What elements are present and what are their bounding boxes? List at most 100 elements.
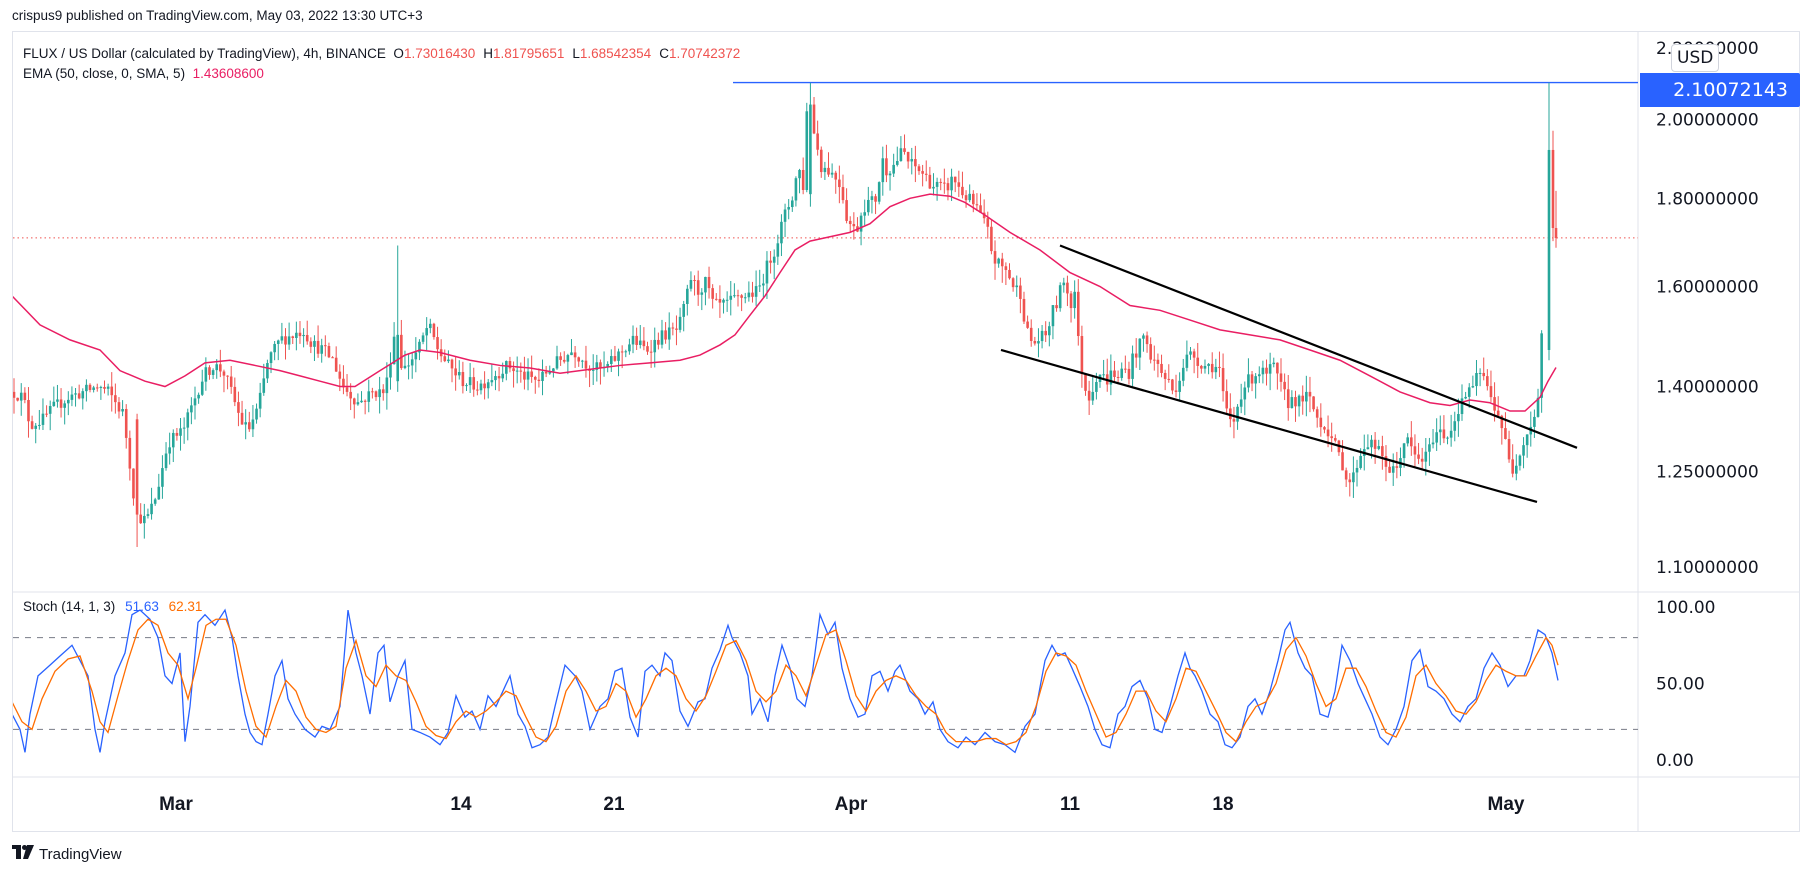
candle bbox=[1272, 362, 1276, 365]
candle bbox=[1261, 367, 1265, 375]
candle bbox=[946, 183, 950, 191]
candle bbox=[244, 422, 247, 425]
candle bbox=[1290, 397, 1294, 409]
time-axis-label: 14 bbox=[450, 794, 472, 815]
stoch-k-line[interactable] bbox=[13, 608, 1559, 754]
candle bbox=[396, 334, 400, 382]
candle bbox=[1051, 305, 1055, 327]
lower-trendline[interactable] bbox=[1000, 348, 1538, 504]
candle bbox=[1467, 387, 1471, 397]
candle bbox=[190, 405, 193, 413]
currency-badge[interactable]: USD bbox=[1671, 44, 1720, 72]
candle bbox=[117, 402, 121, 412]
candle bbox=[490, 380, 494, 383]
candle bbox=[465, 385, 468, 387]
stoch-d-line[interactable] bbox=[13, 618, 1559, 746]
candle bbox=[128, 437, 132, 469]
candle bbox=[334, 357, 338, 372]
candle bbox=[595, 362, 599, 370]
candle bbox=[519, 370, 523, 372]
candle bbox=[1522, 445, 1525, 456]
candle bbox=[935, 181, 939, 187]
candle bbox=[1417, 454, 1420, 459]
candle bbox=[678, 316, 682, 330]
candle bbox=[1178, 380, 1181, 392]
candle bbox=[1471, 386, 1475, 388]
low-value: 1.68542354 bbox=[579, 46, 652, 61]
candle bbox=[1279, 373, 1283, 382]
candle bbox=[164, 453, 168, 469]
open-label: O bbox=[393, 46, 404, 61]
candle bbox=[1156, 359, 1160, 364]
candle bbox=[733, 295, 736, 297]
candle bbox=[421, 335, 425, 342]
candle bbox=[696, 280, 700, 295]
candle bbox=[30, 421, 34, 429]
candle bbox=[932, 186, 935, 189]
candle bbox=[410, 359, 414, 366]
candle bbox=[316, 340, 320, 354]
candle bbox=[48, 406, 52, 414]
candle bbox=[313, 340, 316, 347]
price-axis-label: 1.40000000 bbox=[1656, 378, 1759, 398]
stoch-axis-label: 100.00 bbox=[1656, 598, 1715, 618]
ema-line[interactable] bbox=[13, 193, 1557, 412]
candle bbox=[1460, 398, 1464, 415]
candle bbox=[92, 387, 95, 390]
candle bbox=[1536, 397, 1540, 417]
candle bbox=[429, 323, 432, 329]
candle bbox=[1500, 415, 1504, 429]
candle bbox=[573, 352, 577, 358]
tradingview-logo[interactable]: TradingView bbox=[12, 845, 122, 864]
candle bbox=[1232, 419, 1236, 422]
candle bbox=[407, 365, 410, 367]
candle bbox=[838, 179, 841, 188]
candle bbox=[1294, 397, 1297, 407]
candle bbox=[921, 171, 924, 174]
candle bbox=[497, 376, 501, 379]
candle bbox=[859, 215, 863, 232]
candle bbox=[157, 486, 161, 500]
candle bbox=[1453, 421, 1457, 431]
candle bbox=[1449, 430, 1453, 438]
candle bbox=[19, 392, 23, 401]
candle bbox=[106, 386, 110, 389]
candle bbox=[972, 193, 975, 205]
candle bbox=[714, 298, 718, 300]
stoch-label[interactable]: Stoch (14, 1, 3) bbox=[23, 599, 116, 614]
candle bbox=[1116, 376, 1120, 378]
candle bbox=[689, 280, 693, 289]
candle bbox=[1431, 442, 1435, 445]
symbol-title[interactable]: FLUX / US Dollar (calculated by TradingV… bbox=[23, 46, 386, 61]
stoch-k-value: 51.63 bbox=[125, 599, 159, 614]
upper-trendline[interactable] bbox=[1059, 244, 1578, 449]
candle bbox=[1341, 452, 1344, 471]
candle bbox=[975, 204, 979, 206]
candle bbox=[570, 352, 573, 356]
candle bbox=[877, 182, 881, 202]
candle bbox=[606, 363, 609, 367]
candle bbox=[378, 389, 381, 398]
candle bbox=[1330, 436, 1333, 439]
candle bbox=[168, 447, 171, 454]
candle bbox=[892, 164, 895, 174]
candle bbox=[533, 376, 537, 380]
candle bbox=[161, 468, 164, 487]
candle bbox=[1482, 372, 1486, 377]
candle bbox=[45, 413, 48, 415]
candle bbox=[743, 297, 747, 299]
time-axis-label: May bbox=[1488, 794, 1525, 815]
candle bbox=[85, 384, 88, 392]
ema-label[interactable]: EMA (50, close, 0, SMA, 5) bbox=[23, 66, 186, 81]
candle bbox=[1044, 330, 1047, 336]
candle bbox=[1163, 372, 1167, 379]
candle bbox=[237, 402, 240, 413]
candle bbox=[1069, 293, 1073, 309]
candle bbox=[1225, 391, 1228, 409]
candle bbox=[1554, 228, 1558, 239]
candle bbox=[1254, 376, 1257, 384]
candle bbox=[1087, 390, 1091, 401]
candle bbox=[1410, 437, 1413, 447]
low-label: L bbox=[572, 46, 580, 61]
price-chart[interactable]: 2.200000002.000000001.800000001.60000000… bbox=[13, 32, 1799, 831]
